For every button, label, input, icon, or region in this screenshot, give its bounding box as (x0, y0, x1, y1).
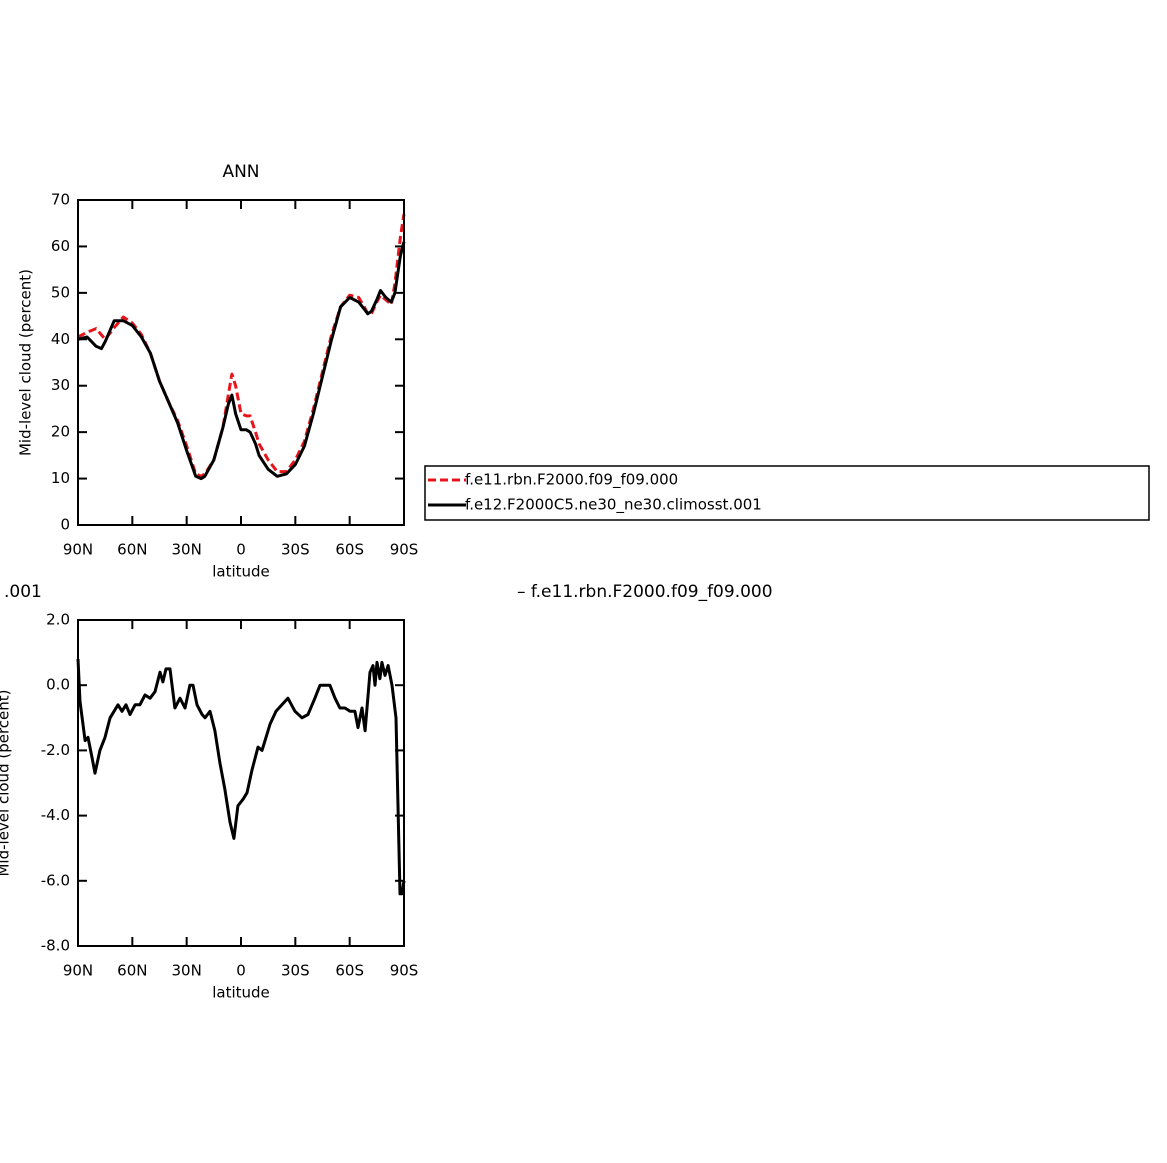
x-tick-label: 30S (281, 962, 310, 980)
y-tick-label: 40 (51, 330, 70, 348)
y-tick-label: 0 (60, 516, 70, 534)
y-tick-label: 30 (51, 376, 70, 394)
x-tick-label: 90S (390, 541, 419, 559)
y-axis-label: Mid-level cloud (percent) (0, 689, 13, 876)
y-tick-label: 2.0 (46, 611, 70, 629)
x-tick-label: 0 (236, 962, 246, 980)
chart-title-left: .001 (4, 582, 42, 602)
x-tick-label: 30S (281, 541, 310, 559)
series-line (76, 659, 406, 896)
y-tick-label: 0.0 (46, 676, 70, 694)
x-tick-label: 60N (117, 962, 147, 980)
x-tick-label: 60S (335, 962, 364, 980)
x-tick-label: 60S (335, 541, 364, 559)
series-line (77, 213, 406, 478)
plot-frame (77, 199, 405, 526)
legend-box (424, 465, 1150, 521)
chart-title: ANN (222, 162, 259, 182)
x-tick-label: 90N (63, 541, 93, 559)
y-tick-label: 70 (51, 191, 70, 209)
legend-label: f.e11.rbn.F2000.f09_f09.000 (465, 471, 678, 490)
x-tick-label: 0 (236, 541, 246, 559)
x-tick-label: 90N (63, 962, 93, 980)
x-tick-label: 90S (390, 962, 419, 980)
legend-label: f.e12.F2000C5.ne30_ne30.climosst.001 (465, 496, 762, 515)
y-tick-label: 10 (51, 469, 70, 487)
y-tick-label: -2.0 (41, 741, 70, 759)
y-tick-label: 50 (51, 283, 70, 301)
y-axis-label: Mid-level cloud (percent) (17, 269, 35, 456)
series-line (77, 241, 406, 481)
x-axis-label: latitude (212, 563, 270, 581)
chart-title-right: – f.e11.rbn.F2000.f09_f09.000 (517, 582, 773, 602)
plot-frame (77, 619, 405, 947)
x-tick-label: 30N (172, 962, 202, 980)
x-tick-label: 30N (172, 541, 202, 559)
y-tick-label: -6.0 (41, 871, 70, 889)
y-tick-label: 60 (51, 237, 70, 255)
y-tick-label: 20 (51, 423, 70, 441)
x-tick-label: 60N (117, 541, 147, 559)
y-tick-label: -8.0 (41, 937, 70, 955)
y-tick-label: -4.0 (41, 806, 70, 824)
x-axis-label: latitude (212, 984, 270, 1002)
